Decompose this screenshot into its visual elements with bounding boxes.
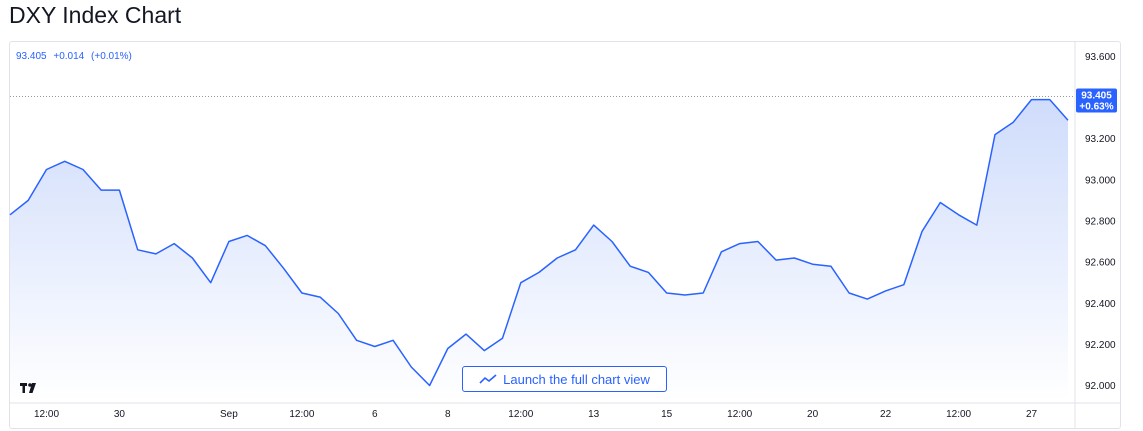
quote-header: 93.405 +0.014 (+0.01%) [16, 51, 136, 63]
x-tick-label: 6 [372, 409, 378, 420]
y-tick-label: 92.200 [1085, 340, 1116, 351]
x-tick-label: 20 [807, 409, 819, 420]
y-tick-label: 93.000 [1085, 175, 1116, 186]
x-tick-label: 13 [588, 409, 600, 420]
x-tick-label: 22 [880, 409, 892, 420]
page-title: DXY Index Chart [9, 2, 182, 28]
x-tick-label: 12:00 [946, 409, 971, 420]
quote-price: 93.405 [16, 51, 47, 62]
price-tag-change: +0.63% [1079, 102, 1113, 113]
trend-line-icon [479, 374, 497, 384]
area-fill [10, 99, 1068, 402]
x-tick-label: 12:00 [289, 409, 314, 420]
quote-change: +0.014 [53, 51, 85, 62]
y-tick-label: 92.400 [1085, 299, 1116, 310]
y-tick-label: 92.000 [1085, 381, 1116, 392]
x-tick-labels: 12:00 30 Sep 12:00 6 8 12:00 13 15 12:00 20 22 12:00… [34, 409, 1038, 420]
x-tick-label: 15 [661, 409, 673, 420]
launch-button-label: Launch the full chart view [503, 371, 650, 387]
price-tag: 93.405 +0.63% [1076, 88, 1117, 113]
price-tag-price: 93.405 [1081, 91, 1112, 102]
x-tick-label: 8 [445, 409, 451, 420]
price-line [9, 98, 1069, 387]
y-tick-label: 92.600 [1085, 258, 1116, 269]
chart-card[interactable] [9, 41, 1121, 429]
x-tick-label: 30 [114, 409, 126, 420]
tradingview-logo-icon[interactable] [20, 381, 40, 395]
y-tick-label: 93.200 [1085, 134, 1116, 145]
quote-change-pct: (+0.01%) [91, 51, 132, 62]
x-tick-label: 12:00 [508, 409, 533, 420]
y-tick-label: 93.600 [1085, 52, 1116, 63]
x-tick-label: 12:00 [34, 409, 59, 420]
launch-full-chart-button[interactable]: Launch the full chart view [462, 366, 667, 392]
x-tick-label: Sep [220, 409, 238, 420]
x-tick-label: 12:00 [727, 409, 752, 420]
y-tick-label: 92.800 [1085, 217, 1116, 228]
x-tick-label: 27 [1026, 409, 1038, 420]
